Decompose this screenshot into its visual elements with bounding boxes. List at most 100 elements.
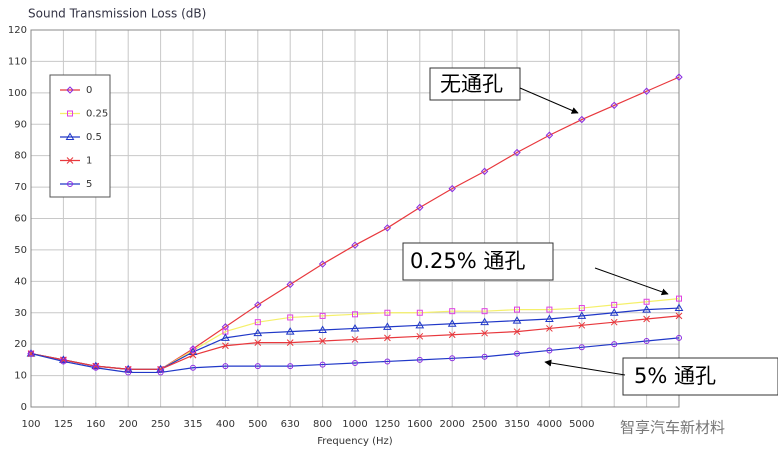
marker (546, 347, 553, 354)
marker (60, 358, 67, 365)
marker (416, 309, 423, 316)
x-tick-label: 1250 (375, 419, 400, 430)
marker (513, 148, 521, 157)
marker (319, 361, 326, 368)
marker (287, 363, 294, 370)
marker (221, 323, 230, 331)
marker (384, 309, 391, 316)
marker (67, 181, 73, 187)
marker (254, 301, 262, 309)
annotation: 5% 通孔 (634, 364, 716, 388)
marker (480, 317, 489, 326)
plot-frame (30, 29, 680, 408)
marker (254, 363, 261, 370)
marker (318, 260, 327, 268)
marker (609, 308, 619, 316)
y-tick-label: 40 (14, 276, 27, 287)
legend-label: 0 (86, 85, 92, 96)
marker (350, 323, 360, 332)
annotation: 无通孔 (440, 72, 503, 96)
legend-box (49, 74, 111, 198)
marker (578, 305, 585, 312)
marker (514, 350, 520, 357)
legend-label: 0.5 (86, 132, 102, 143)
y-tick-label: 10 (14, 371, 27, 382)
annotation-box (622, 357, 778, 396)
marker (447, 319, 457, 327)
marker (611, 341, 618, 348)
y-tick-label: 120 (8, 25, 27, 36)
marker (384, 334, 391, 342)
marker (352, 360, 358, 367)
x-tick-label: 2000 (439, 419, 464, 430)
y-tick-label: 80 (14, 151, 27, 162)
marker (351, 336, 359, 343)
marker (157, 369, 164, 376)
marker (610, 101, 618, 110)
arrow (594, 267, 669, 296)
marker (448, 184, 456, 193)
marker (28, 350, 34, 357)
y-tick-label: 60 (14, 214, 27, 225)
marker (675, 73, 683, 81)
chart-title: Sound Transmission Loss (dB) (28, 7, 206, 21)
marker (67, 110, 73, 117)
marker (190, 364, 196, 371)
x-tick-label: 250 (151, 419, 170, 430)
marker (674, 303, 684, 312)
marker (253, 328, 263, 337)
marker (578, 115, 586, 124)
marker (676, 334, 682, 341)
x-tick-label: 1600 (407, 419, 432, 430)
marker (286, 339, 294, 346)
arrow (519, 87, 579, 114)
marker (286, 280, 294, 289)
marker (189, 351, 197, 359)
marker (610, 318, 618, 326)
marker (222, 363, 229, 370)
annotation: 0.25% 通孔 (410, 249, 525, 273)
marker (416, 356, 423, 363)
x-tick-label: 3150 (504, 419, 529, 430)
y-tick-label: 30 (14, 308, 27, 319)
legend-label: 5 (86, 179, 92, 190)
marker (481, 329, 488, 337)
annotation-box (402, 242, 554, 281)
marker (481, 353, 488, 360)
marker (383, 224, 392, 232)
marker (319, 337, 326, 345)
marker (254, 319, 261, 326)
marker (125, 369, 132, 376)
marker (481, 308, 488, 315)
x-tick-label: 400 (216, 419, 235, 430)
arrow (544, 359, 626, 376)
marker (123, 364, 133, 373)
y-tick-label: 100 (8, 88, 27, 99)
marker (480, 167, 489, 176)
x-axis-label: Frequency (Hz) (317, 436, 393, 447)
marker (319, 312, 326, 319)
y-tick-label: 0 (21, 402, 27, 413)
marker (416, 203, 424, 212)
marker (351, 241, 359, 249)
y-tick-label: 20 (14, 339, 27, 350)
marker (449, 355, 456, 362)
x-tick-label: 160 (86, 419, 105, 430)
marker (642, 305, 651, 313)
x-tick-label: 125 (54, 419, 73, 430)
x-tick-label: 315 (183, 419, 202, 430)
marker (383, 322, 392, 330)
annotation-box (429, 67, 521, 101)
marker (156, 364, 165, 373)
marker (415, 320, 425, 329)
marker (222, 342, 229, 350)
marker (92, 364, 99, 371)
x-tick-label: 4000 (537, 419, 562, 430)
y-tick-label: 90 (14, 119, 27, 130)
marker (545, 131, 554, 139)
marker (675, 312, 683, 320)
marker (577, 311, 587, 319)
marker (65, 132, 75, 140)
marker (66, 86, 74, 94)
